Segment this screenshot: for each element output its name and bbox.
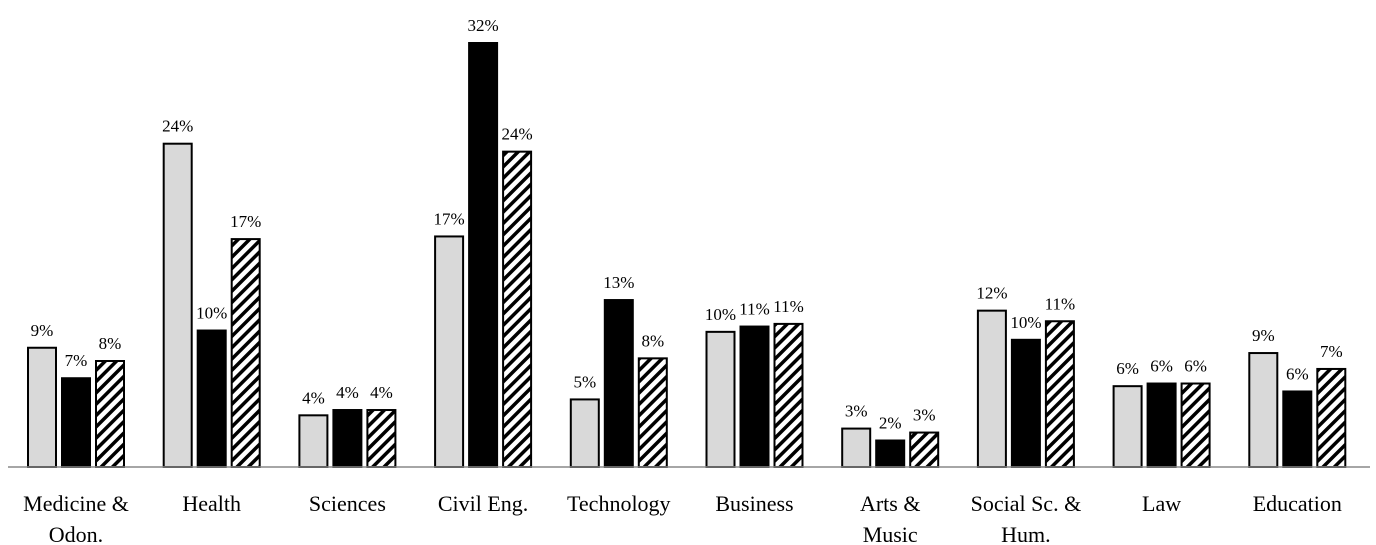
data-label: 6% (1286, 364, 1309, 383)
bar (502, 150, 533, 468)
data-label: 4% (370, 383, 393, 402)
data-label: 32% (468, 16, 499, 35)
bar (434, 235, 465, 468)
bar (569, 398, 600, 468)
data-label: 6% (1184, 357, 1207, 376)
x-tick-label: Arts & Music (859, 491, 921, 545)
x-tick-label: Social Sc. & Hum. (970, 491, 1082, 545)
data-label: 6% (1150, 357, 1173, 376)
bar (705, 330, 736, 468)
bar (298, 414, 329, 469)
data-label: 2% (879, 414, 902, 433)
bar (230, 238, 261, 468)
data-label: 4% (302, 388, 325, 407)
data-label: 8% (99, 334, 122, 353)
x-tick-label: Civil Eng. (437, 491, 529, 516)
data-label: 17% (230, 212, 261, 231)
bar (1044, 320, 1075, 468)
bar (95, 360, 125, 468)
data-label: 13% (603, 273, 634, 292)
data-label: 24% (502, 125, 533, 144)
bar (1316, 367, 1347, 469)
data-label: 8% (641, 331, 664, 350)
x-tick-label: Technology (567, 491, 671, 516)
bar (1180, 382, 1211, 468)
bar (841, 427, 872, 469)
data-label: 7% (65, 351, 88, 370)
data-label: 10% (196, 304, 227, 323)
bar (61, 377, 91, 469)
bar (1248, 352, 1279, 468)
bar (909, 431, 940, 468)
x-tick-label: Education (1252, 491, 1342, 516)
data-label: 5% (573, 372, 596, 391)
bar (637, 357, 668, 469)
data-label: 10% (1010, 313, 1041, 332)
bar (1146, 382, 1177, 468)
x-tick-label: Health (182, 491, 242, 516)
data-label: 17% (434, 209, 465, 228)
bar (468, 42, 499, 468)
x-tick-label: Sciences (308, 491, 386, 516)
bar (1112, 385, 1143, 468)
x-tick-label: Business (715, 491, 794, 516)
data-label: 11% (1045, 294, 1076, 313)
data-label: 11% (739, 300, 770, 319)
data-label: 6% (1116, 359, 1139, 378)
bar (603, 299, 634, 468)
bar (976, 309, 1007, 468)
bar (27, 346, 57, 468)
bar (196, 329, 227, 468)
bar (773, 322, 804, 468)
data-label: 10% (705, 305, 736, 324)
bar (739, 325, 770, 468)
bar (875, 439, 906, 468)
data-label: 7% (1320, 342, 1343, 361)
data-label: 9% (31, 321, 54, 340)
x-tick-label: Medicine & Odon. (23, 491, 129, 545)
data-label: 3% (913, 406, 936, 425)
data-label: 12% (976, 284, 1007, 303)
data-label: 3% (845, 402, 868, 421)
bar (162, 142, 193, 468)
bar (332, 409, 363, 468)
bar (366, 409, 397, 468)
data-label: 9% (1252, 326, 1275, 345)
data-label: 4% (336, 383, 359, 402)
bar (1282, 390, 1313, 469)
data-label: 24% (162, 117, 193, 136)
data-label: 11% (773, 297, 804, 316)
x-tick-label: Law (1142, 491, 1182, 516)
bar (1010, 338, 1041, 468)
